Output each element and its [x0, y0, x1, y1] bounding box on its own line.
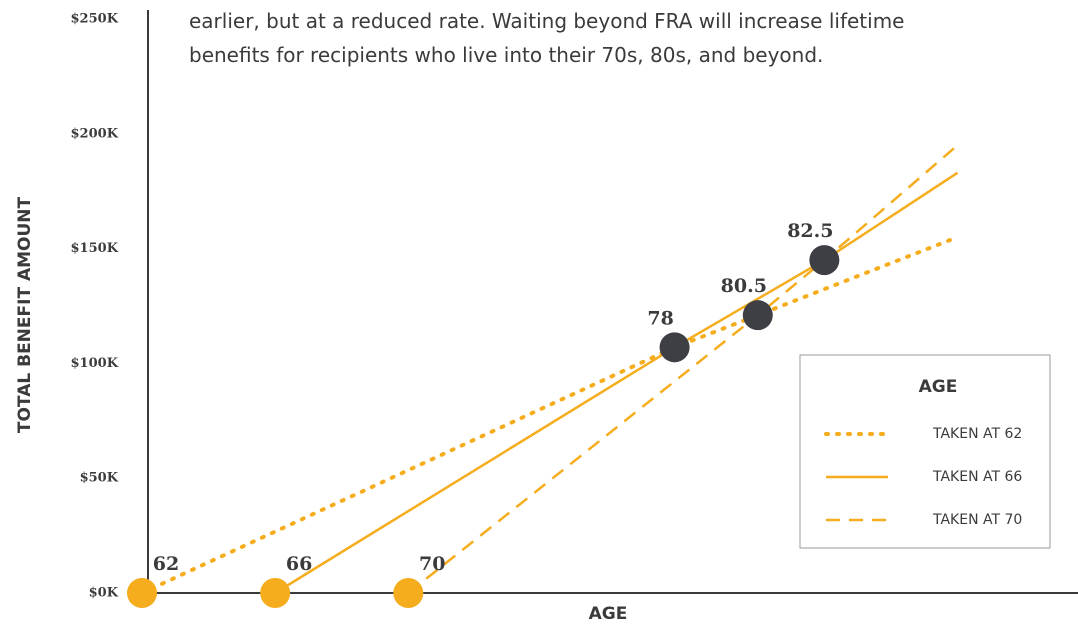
point-marker — [260, 578, 291, 608]
point-label: 82.5 — [787, 220, 833, 242]
point-marker — [659, 332, 690, 363]
legend-label: TAKEN AT 62 — [932, 426, 1022, 442]
point-marker — [127, 578, 157, 608]
x-axis-label: AGE — [589, 604, 628, 624]
point-label: 66 — [286, 553, 312, 575]
point-marker — [393, 578, 424, 608]
y-tick-label: $150K — [71, 241, 119, 256]
point-label: 80.5 — [721, 275, 767, 297]
y-tick-label: $100K — [71, 356, 119, 371]
subtitle-line: benefits for recipients who live into th… — [189, 43, 823, 67]
point-marker — [742, 300, 773, 331]
y-axis-label: TOTAL BENEFIT AMOUNT — [15, 196, 35, 433]
legend-label: TAKEN AT 70 — [932, 512, 1022, 528]
point-label: 70 — [419, 553, 445, 575]
line-series — [407, 144, 959, 594]
legend-label: TAKEN AT 66 — [932, 469, 1022, 485]
y-tick-label: $200K — [71, 126, 119, 141]
y-tick-label: $0K — [89, 586, 119, 601]
legend-box — [799, 354, 1051, 549]
y-tick-label: $250K — [71, 12, 119, 27]
line-series — [140, 235, 960, 595]
y-tick-label: $50K — [80, 471, 119, 486]
legend-title: AGE — [919, 377, 958, 397]
point-marker — [809, 245, 840, 276]
subtitle-line: earlier, but at a reduced rate. Waiting … — [189, 9, 904, 33]
point-label: 78 — [647, 307, 673, 329]
point-label: 62 — [153, 553, 179, 575]
